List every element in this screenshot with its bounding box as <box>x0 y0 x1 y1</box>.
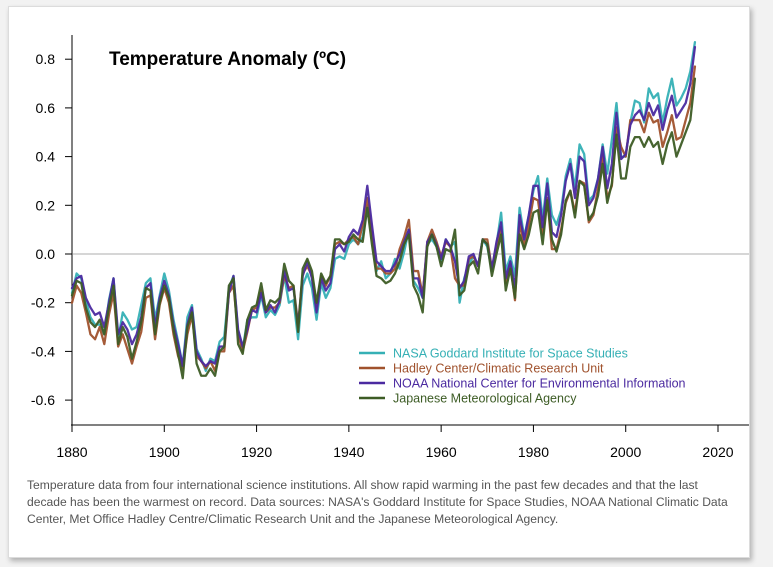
x-ticks: 1880 1900 1920 1940 1960 1980 2000 2020 <box>56 425 734 460</box>
y-tick-label: 0.0 <box>36 246 56 262</box>
x-tick-label: 2000 <box>610 444 641 460</box>
legend-label-japanese-meteorological-agency: Japanese Meteorological Agency <box>393 392 577 406</box>
series-lines <box>70 41 697 380</box>
legend-label-noaa-national-center-for-environmental-information: NOAA National Center for Environmental I… <box>393 377 686 391</box>
legend-label-hadley-center-climatic-research-unit: Hadley Center/Climatic Research Unit <box>393 362 604 376</box>
x-tick-label: 1960 <box>426 444 457 460</box>
legend-label-nasa-goddard-institute-for-space-studies: NASA Goddard Institute for Space Studies <box>393 347 628 361</box>
series-line-japanese-meteorological-agency <box>70 77 697 380</box>
x-tick-label: 1880 <box>56 444 87 460</box>
y-tick-label: 0.6 <box>36 100 56 116</box>
y-ticks: -0.6 -0.4 -0.2 0.0 0.2 0.4 0.6 0.8 <box>31 51 72 408</box>
x-tick-label: 1920 <box>241 444 272 460</box>
series-line-hadley-center-climatic-research-unit <box>70 65 697 373</box>
y-tick-label: -0.6 <box>31 392 55 408</box>
y-tick-label: 0.4 <box>36 149 56 165</box>
chart-title: Temperature Anomaly (ºC) <box>109 49 346 70</box>
y-tick-label: 0.8 <box>36 51 56 67</box>
legend: NASA Goddard Institute for Space Studies… <box>359 347 686 406</box>
figure-caption: Temperature data from four international… <box>27 478 728 526</box>
y-tick-label: 0.2 <box>36 197 56 213</box>
y-tick-label: -0.4 <box>31 343 55 359</box>
y-tick-label: -0.2 <box>31 295 55 311</box>
x-tick-label: 1900 <box>149 444 180 460</box>
figure-card: -0.6 -0.4 -0.2 0.0 0.2 0.4 0.6 0.8 1880 1900 1920… <box>8 6 750 558</box>
series-line-nasa-goddard-institute-for-space-studies <box>70 41 697 373</box>
x-tick-label: 1980 <box>518 444 549 460</box>
temperature-chart: -0.6 -0.4 -0.2 0.0 0.2 0.4 0.6 0.8 1880 1900 1920… <box>31 35 749 460</box>
x-tick-label: 1940 <box>333 444 364 460</box>
series-line-noaa-national-center-for-environmental-information <box>70 45 697 368</box>
x-tick-label: 2020 <box>702 444 733 460</box>
